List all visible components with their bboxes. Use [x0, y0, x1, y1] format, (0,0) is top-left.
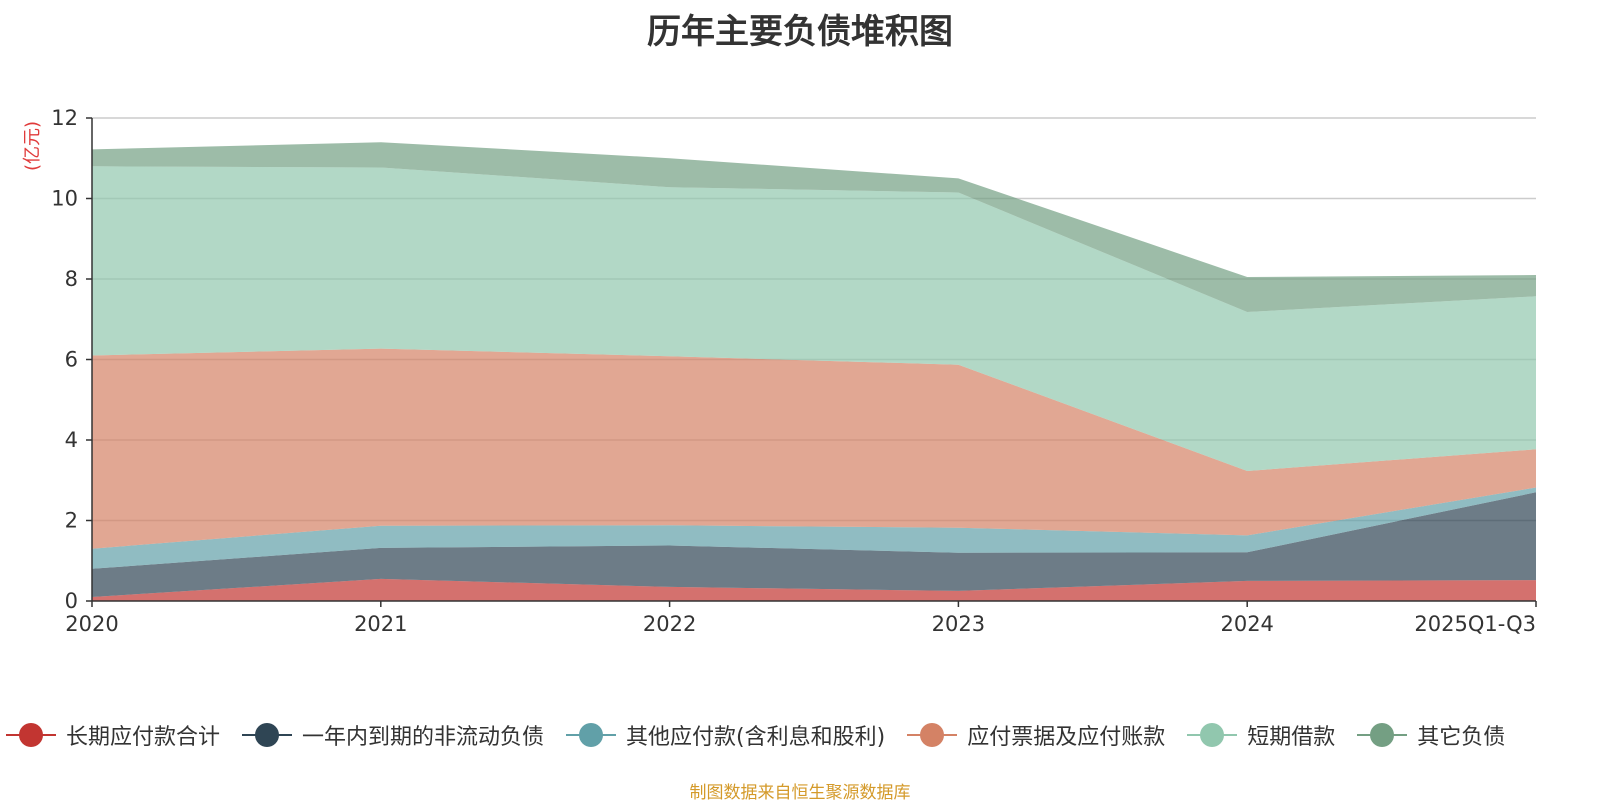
area-series-2 [92, 487, 1536, 569]
x-tick-label-5: 2025Q1-Q3 [1414, 612, 1536, 636]
legend-label: 一年内到期的非流动负债 [302, 725, 545, 750]
legend-marker-icon [566, 722, 617, 748]
y-tick-label-4: 8 [65, 267, 78, 291]
tick-labels: 0 2 4 6 8 10 12 2020 2021 2022 2023 2024 2025Q1-Q3 [51, 106, 1537, 636]
legend: 长期应付款合计 一年内到期的非流动负债 其他应付款(含利息和股利) 应付票据及应付账款… [6, 718, 1600, 752]
x-tick-label-4: 2024 [1220, 612, 1273, 636]
area-series-4 [92, 166, 1536, 472]
x-tick-label-0: 2020 [65, 612, 118, 636]
chart-area: 0 2 4 6 8 10 12 2020 2021 2022 2023 2024 2025Q1-Q3 (… [22, 106, 1537, 636]
y-tick-label-2: 4 [65, 428, 78, 452]
x-tick-label-2: 2022 [643, 612, 696, 636]
x-tick-label-1: 2021 [354, 612, 407, 636]
y-tick-label-5: 10 [51, 187, 78, 211]
legend-label: 短期借款 [1247, 725, 1336, 750]
legend-item-2[interactable]: 其他应付款(含利息和股利) [566, 719, 885, 751]
area-series-3 [92, 348, 1536, 549]
area-series-5 [92, 142, 1536, 312]
legend-label: 长期应付款合计 [66, 725, 221, 750]
legend-label: 其他应付款(含利息和股利) [626, 725, 886, 750]
legend-item-3[interactable]: 应付票据及应付账款 [907, 719, 1165, 751]
y-tick-label-3: 6 [65, 348, 78, 372]
legend-label: 应付票据及应付账款 [967, 725, 1166, 750]
area-series-group [92, 142, 1536, 601]
legend-marker-icon [6, 722, 56, 748]
legend-item-4[interactable]: 短期借款 [1187, 719, 1335, 751]
legend-item-5[interactable]: 其它负债 [1357, 719, 1505, 751]
chart-title: 历年主要负债堆积图 [647, 12, 953, 52]
y-axis-unit-label: (亿元) [22, 121, 43, 171]
legend-label: 其它负债 [1417, 725, 1506, 750]
legend-marker-icon [1187, 722, 1238, 748]
y-tick-label-0: 0 [65, 589, 78, 613]
source-footnote: 制图数据来自恒生聚源数据库 [689, 783, 911, 803]
area-series-0 [92, 578, 1536, 601]
legend-marker-icon [907, 722, 958, 748]
x-tick-label-3: 2023 [932, 612, 985, 636]
area-series-1 [92, 492, 1536, 597]
legend-item-0[interactable]: 长期应付款合计 [6, 719, 220, 751]
legend-item-1[interactable]: 一年内到期的非流动负债 [242, 719, 544, 751]
y-tick-label-1: 2 [65, 509, 78, 533]
legend-marker-icon [242, 722, 293, 748]
legend-marker-icon [1357, 722, 1408, 748]
y-tick-label-6: 12 [51, 106, 78, 130]
